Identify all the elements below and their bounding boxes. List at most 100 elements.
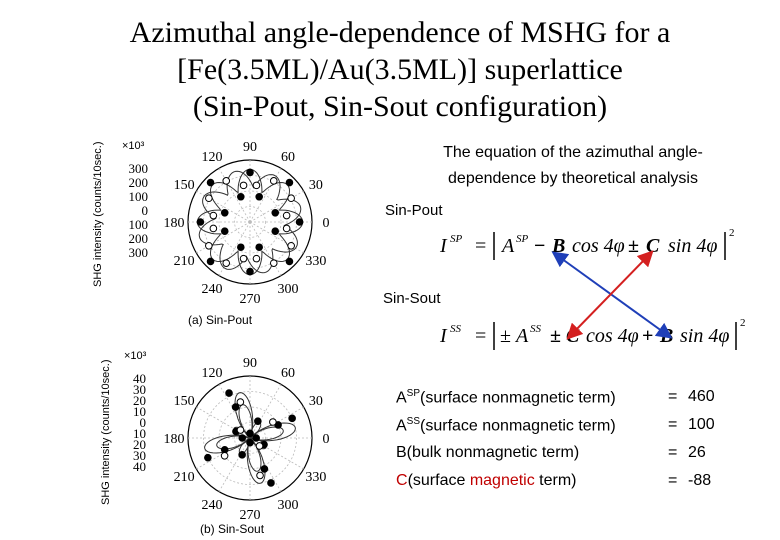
data-point-filled bbox=[231, 403, 240, 411]
eq-sp-c: C bbox=[646, 235, 660, 257]
title-line-1: Azimuthal angle-dependence of MSHG for a bbox=[129, 16, 671, 49]
param-eq-asp: = bbox=[668, 388, 678, 405]
equation-sin-pout: I SP = A SP − B cos 4φ ± C sin 4φ 2 bbox=[439, 227, 735, 260]
data-point-filled bbox=[206, 178, 215, 187]
data-point-open bbox=[282, 211, 291, 220]
data-point-filled bbox=[238, 451, 246, 459]
data-point-open bbox=[269, 177, 278, 185]
angle-label: 300 bbox=[278, 498, 299, 513]
data-point-open bbox=[256, 471, 264, 480]
data-point-filled bbox=[246, 429, 254, 438]
eq-ss-b: B bbox=[659, 325, 673, 347]
angle-label: 150 bbox=[174, 394, 195, 409]
data-point-filled bbox=[260, 465, 269, 473]
equation-sin-sout: I SS = ± A SS ± C cos 4φ + B sin 4φ 2 bbox=[439, 317, 746, 350]
eq-sp-a-sup: SP bbox=[516, 233, 529, 245]
data-point-open bbox=[255, 442, 264, 450]
eq-sp-sin: sin 4φ bbox=[668, 235, 717, 257]
angle-label: 90 bbox=[243, 356, 257, 371]
eq-sp-lhs-sup: SP bbox=[450, 233, 463, 245]
label-sin-sout: Sin-Sout bbox=[383, 290, 441, 307]
angle-label: 90 bbox=[243, 140, 257, 155]
radial-tick-label: 100 bbox=[128, 217, 149, 232]
radial-tick-label: 100 bbox=[128, 189, 149, 204]
param-row-b: B(bulk nonmagnetic term) bbox=[396, 444, 580, 461]
eq-sp-cos: cos 4φ bbox=[572, 235, 625, 257]
param-row-ass: ASS(surface nonmagnetic term) bbox=[396, 416, 616, 435]
data-point-filled bbox=[267, 479, 275, 487]
data-point-open bbox=[282, 224, 291, 233]
param-value-asp: 460 bbox=[688, 388, 715, 405]
data-point-filled bbox=[271, 209, 280, 217]
radial-tick-label: 30 bbox=[133, 382, 146, 397]
description-line-2: dependence by theoretical analysis bbox=[448, 170, 698, 187]
data-point-open bbox=[269, 259, 278, 267]
data-point-filled bbox=[246, 438, 254, 447]
data-point-filled bbox=[246, 168, 254, 177]
radial-tick-label: 20 bbox=[133, 393, 146, 408]
data-point-filled bbox=[255, 243, 263, 252]
angle-label: 240 bbox=[202, 282, 223, 297]
grid-spoke bbox=[249, 384, 282, 439]
angle-label: 300 bbox=[278, 282, 299, 297]
angle-label: 30 bbox=[309, 178, 323, 193]
radial-tick-label: 0 bbox=[141, 203, 149, 218]
eq-ss-equals: = bbox=[475, 325, 486, 347]
data-point-filled bbox=[220, 227, 229, 235]
title-line-2: [Fe(3.5ML)/Au(3.5ML)] superlattice bbox=[177, 53, 623, 86]
angle-label: 120 bbox=[202, 366, 223, 381]
eq-ss-sign0: ± bbox=[500, 325, 511, 347]
angle-label: 270 bbox=[240, 292, 261, 307]
data-point-open bbox=[287, 194, 295, 203]
param-row-asp: ASP(surface nonmagnetic term) bbox=[396, 388, 616, 407]
angle-label: 330 bbox=[305, 470, 326, 485]
param-eq-ass: = bbox=[668, 416, 678, 433]
eq-sp-lhs: I bbox=[439, 235, 448, 257]
data-point-filled bbox=[204, 453, 212, 462]
data-point-open bbox=[209, 224, 218, 233]
radial-tick-label: 40 bbox=[133, 459, 146, 474]
param-value-b: 26 bbox=[688, 444, 706, 461]
data-point-open bbox=[222, 177, 231, 185]
eq-ss-sin: sin 4φ bbox=[680, 325, 729, 347]
data-point-filled bbox=[237, 243, 245, 252]
eq-ss-cos: cos 4φ bbox=[586, 325, 639, 347]
angle-label: 180 bbox=[164, 216, 185, 231]
grid-circle bbox=[234, 422, 266, 454]
data-point-filled bbox=[246, 267, 254, 276]
radial-tick-label: 300 bbox=[128, 161, 149, 176]
grid-circle bbox=[218, 190, 282, 254]
radial-tick-label: 10 bbox=[133, 426, 146, 441]
caption-sin-sout: (b) Sin-Sout bbox=[200, 522, 265, 536]
title-line-3: (Sin-Pout, Sin-Sout configuration) bbox=[192, 90, 608, 123]
data-point-filled bbox=[252, 434, 260, 442]
eq-ss-a-sup: SS bbox=[530, 323, 542, 335]
multiplier-sin-pout: ×10³ bbox=[122, 140, 145, 152]
ylabel-sin-pout: SHG intensity (counts/10sec.) bbox=[92, 141, 104, 287]
angle-label: 180 bbox=[164, 432, 185, 447]
data-point-filled bbox=[196, 218, 205, 226]
angle-label: 150 bbox=[174, 178, 195, 193]
data-point-filled bbox=[288, 414, 296, 423]
data-point-open bbox=[205, 194, 213, 203]
description-line-1: The equation of the azimuthal angle- bbox=[443, 144, 703, 161]
data-point-open bbox=[205, 241, 213, 250]
equation-description: The equation of the azimuthal angle- dep… bbox=[408, 140, 738, 192]
eq-sp-sign2: ± bbox=[628, 235, 639, 257]
angle-label: 120 bbox=[202, 150, 223, 165]
param-value-c: -88 bbox=[688, 472, 712, 489]
eq-sp-a: A bbox=[500, 235, 515, 257]
data-point-filled bbox=[237, 192, 245, 201]
data-point-open bbox=[220, 451, 229, 460]
data-point-filled bbox=[295, 218, 304, 226]
grid-circle bbox=[234, 206, 266, 238]
param-value-ass: 100 bbox=[688, 416, 715, 433]
caption-sin-pout: (a) Sin-Pout bbox=[188, 313, 253, 327]
arrow-b-swap bbox=[551, 251, 673, 339]
radial-tick-label: 300 bbox=[128, 245, 149, 260]
grid-circle bbox=[203, 391, 297, 485]
data-point-open bbox=[239, 181, 248, 190]
data-point-filled bbox=[220, 209, 229, 217]
eq-ss-sign2: + bbox=[642, 325, 653, 347]
angle-label: 240 bbox=[202, 498, 223, 513]
